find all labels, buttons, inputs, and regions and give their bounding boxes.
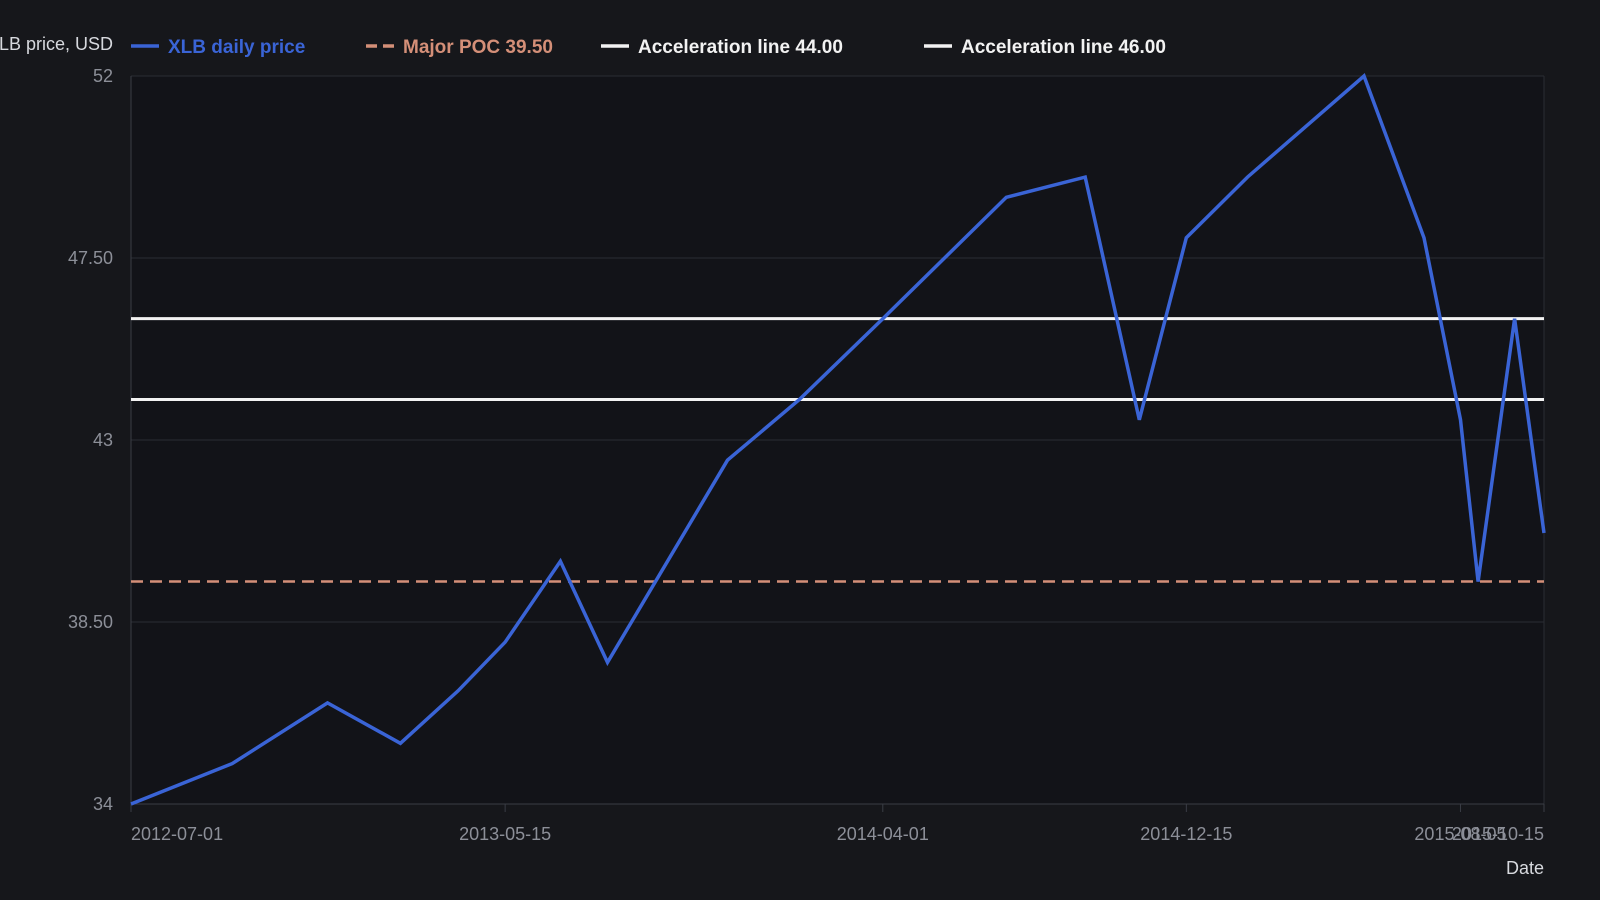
legend-label-2: Acceleration line 44.00 [638, 37, 843, 58]
x-tick-label: 2012-07-01 [131, 824, 223, 844]
y-tick-label: 52 [93, 66, 113, 86]
y-axis-title: XLB price, USD [0, 34, 113, 54]
x-tick-label: 2015-10-15 [1452, 824, 1544, 844]
legend-label-1: Major POC 39.50 [403, 37, 553, 58]
legend: XLB daily price Major POC 39.50 Accelerati… [131, 37, 1166, 58]
x-tick-label: 2014-12-15 [1140, 824, 1232, 844]
legend-label-0: XLB daily price [168, 37, 305, 58]
y-tick-label: 47.50 [68, 248, 113, 268]
x-tick-label: 2013-05-15 [459, 824, 551, 844]
axis-layer: 34 38.50 43 47.50 52 2012-07-01 2013-05-15 2014… [68, 66, 1545, 844]
series-layer [130, 73, 1546, 806]
y-tick-label: 34 [93, 794, 113, 814]
price-series-line [130, 73, 1546, 806]
x-tick-label: 2015-08-05 [1414, 824, 1506, 844]
x-axis-title: Date [1506, 858, 1544, 878]
y-tick-label: 43 [93, 430, 113, 450]
legend-label-3: Acceleration line 46.00 [961, 37, 1166, 58]
x-tick-label: 2014-04-01 [837, 824, 929, 844]
y-tick-label: 38.50 [68, 612, 113, 632]
levels-layer [131, 317, 1544, 583]
